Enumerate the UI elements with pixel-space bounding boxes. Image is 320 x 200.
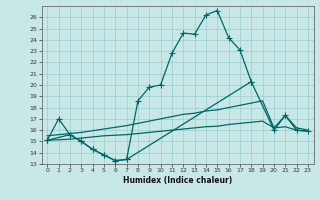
X-axis label: Humidex (Indice chaleur): Humidex (Indice chaleur) [123,176,232,185]
